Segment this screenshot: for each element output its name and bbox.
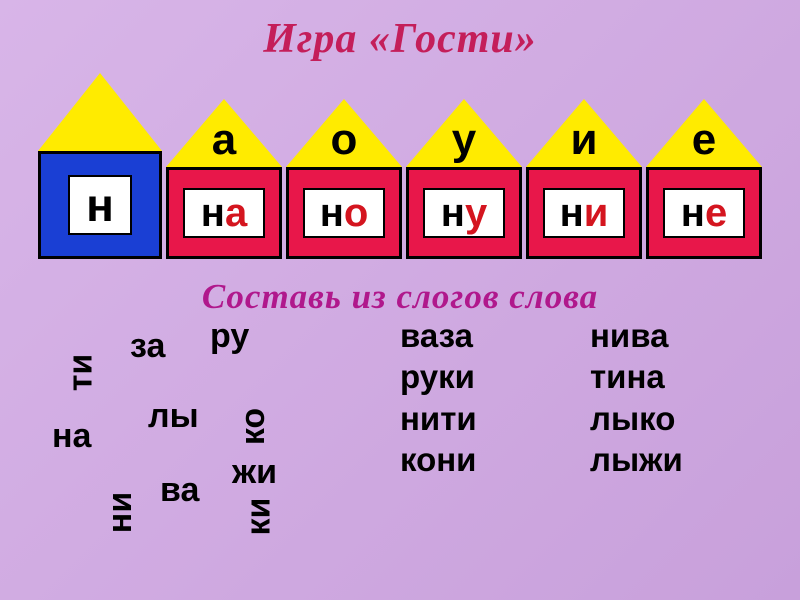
scattered-syllable: ко: [234, 408, 273, 445]
page-title: Игра «Гости»: [0, 0, 800, 63]
word-item: ваза: [400, 315, 477, 356]
roof-letter: о: [331, 115, 358, 165]
vowel-roof: а: [166, 99, 282, 167]
scattered-syllable: ру: [210, 317, 249, 356]
word-item: лыжи: [590, 439, 683, 480]
scattered-syllable: ни: [101, 492, 140, 533]
syllable-consonant: н: [201, 191, 225, 236]
vowel-house: е не: [646, 99, 762, 259]
vowel-house-body: ну: [406, 167, 522, 259]
roof-letter: е: [692, 115, 716, 165]
main-house: н: [38, 73, 162, 259]
word-item: лыко: [590, 398, 683, 439]
syllable-vowel: у: [465, 191, 487, 236]
word-item: руки: [400, 356, 477, 397]
roof-letter: у: [452, 115, 476, 165]
vowel-roof: и: [526, 99, 642, 167]
scattered-syllable: на: [52, 417, 91, 456]
syllable-consonant: н: [681, 191, 705, 236]
word-item: кони: [400, 439, 477, 480]
main-house-letter: н: [68, 175, 132, 235]
syllable-door: не: [663, 188, 745, 238]
roof-letter: и: [570, 115, 597, 165]
main-house-roof: [38, 73, 162, 151]
subtitle: Составь из слогов слова: [0, 277, 800, 317]
syllable-consonant: н: [560, 191, 584, 236]
roof-letter: а: [212, 115, 236, 165]
scattered-syllable: за: [130, 327, 165, 366]
syllable-consonant: н: [441, 191, 465, 236]
scattered-syllable: ки: [239, 498, 278, 536]
syllable-consonant: н: [320, 191, 344, 236]
syllable-vowel: и: [584, 191, 609, 236]
syllable-vowel: е: [705, 191, 727, 236]
vowel-house-body: но: [286, 167, 402, 259]
main-house-body: н: [38, 151, 162, 259]
vowel-roof: о: [286, 99, 402, 167]
syllable-door: на: [183, 188, 265, 238]
vowel-house: о но: [286, 99, 402, 259]
bottom-area: тизаруналыкониважики вазарукинитиконинив…: [0, 325, 800, 555]
word-column: ниватиналыколыжи: [590, 315, 683, 480]
scattered-syllable: ва: [160, 471, 199, 510]
word-item: нива: [590, 315, 683, 356]
houses-row: н а на о но у ну и ни е не: [0, 73, 800, 259]
vowel-house: а на: [166, 99, 282, 259]
vowel-house-body: не: [646, 167, 762, 259]
vowel-house-body: на: [166, 167, 282, 259]
word-column: вазарукинитикони: [400, 315, 477, 480]
vowel-roof: у: [406, 99, 522, 167]
scattered-syllable: жи: [232, 453, 277, 492]
syllable-door: ни: [543, 188, 625, 238]
syllable-vowel: о: [344, 191, 368, 236]
syllable-door: ну: [423, 188, 505, 238]
vowel-house: и ни: [526, 99, 642, 259]
scattered-syllable: лы: [148, 397, 199, 436]
scattered-syllable: ти: [61, 354, 100, 392]
syllable-vowel: а: [225, 191, 247, 236]
vowel-house: у ну: [406, 99, 522, 259]
syllable-door: но: [303, 188, 385, 238]
vowel-roof: е: [646, 99, 762, 167]
word-item: тина: [590, 356, 683, 397]
word-item: нити: [400, 398, 477, 439]
vowel-house-body: ни: [526, 167, 642, 259]
